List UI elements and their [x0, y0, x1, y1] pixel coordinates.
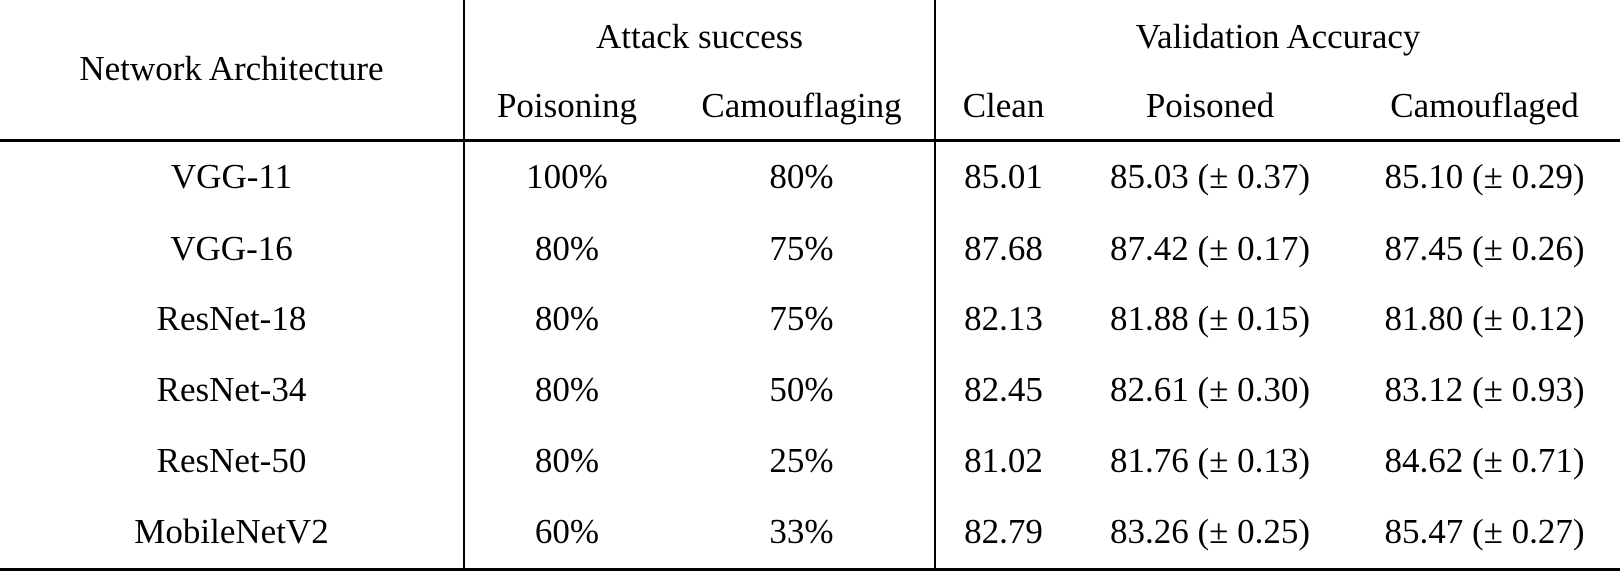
cell-camouflaged-accuracy: 85.10 (± 0.29) [1384, 157, 1585, 197]
cell-poisoning-success: 80% [534, 299, 600, 339]
cell-camouflaging-success: 75% [669, 213, 937, 285]
cell-clean-accuracy: 81.02 [964, 440, 1043, 480]
column-header-clean: Clean [935, 74, 1072, 142]
cell-poisoned-accuracy: 81.88 (± 0.15) [1110, 299, 1311, 339]
sub-header-row: Poisoning Camouflaging Clean Poisoned Ca… [0, 74, 1620, 142]
table-row-vgg-11: VGG-11 100% 80% 85.01 85.03 (± 0.37) 85.… [0, 140, 1620, 214]
group-header-attack-success: Attack success [464, 0, 937, 74]
cell-camouflaged-accuracy: 83.12 (± 0.93) [1384, 370, 1585, 410]
cell-architecture: VGG-11 [0, 140, 465, 214]
cell-camouflaging-success: 80% [669, 140, 937, 214]
cell-clean-accuracy: 82.45 [964, 370, 1043, 410]
cell-poisoning-success: 80% [534, 370, 600, 410]
table-row-resnet-34: ResNet-34 80% 50% 82.45 82.61 (± 0.30) 8… [0, 354, 1620, 426]
group-header-validation-accuracy: Validation Accuracy [1135, 17, 1421, 56]
group-header-row: Network Architecture Attack success Vali… [0, 0, 1620, 142]
cell-clean-accuracy: 82.79 [964, 512, 1043, 552]
cell-clean-accuracy: 87.68 [964, 228, 1043, 268]
table-row-resnet-50: ResNet-50 80% 25% 81.02 81.76 (± 0.13) 8… [0, 425, 1620, 497]
cell-poisoning-success: 80% [534, 228, 600, 268]
cell-architecture: ResNet-50 [0, 425, 465, 497]
cell-camouflaged-accuracy: 81.80 (± 0.12) [1384, 299, 1585, 339]
cell-architecture: MobileNetV2 [0, 496, 465, 570]
column-header-poisoned: Poisoned [1071, 74, 1350, 142]
cell-poisoning-success: 100% [526, 157, 608, 197]
cell-poisoned-accuracy: 87.42 (± 0.17) [1110, 228, 1311, 268]
cell-clean-accuracy: 85.01 [964, 157, 1043, 197]
cell-poisoned-accuracy: 82.61 (± 0.30) [1110, 370, 1311, 410]
cell-poisoned-accuracy: 83.26 (± 0.25) [1110, 512, 1311, 552]
table-header: Network Architecture Attack success Vali… [0, 0, 1620, 142]
cell-architecture: VGG-16 [0, 213, 465, 285]
cell-camouflaging-success: 33% [669, 496, 937, 570]
column-header-poisoning: Poisoning [464, 74, 669, 142]
cell-poisoned-accuracy: 85.03 (± 0.37) [1110, 157, 1311, 197]
cell-camouflaged-accuracy: 85.47 (± 0.27) [1384, 512, 1585, 552]
table-row-resnet-18: ResNet-18 80% 75% 82.13 81.88 (± 0.15) 8… [0, 284, 1620, 355]
cell-architecture: ResNet-34 [0, 354, 465, 426]
cell-poisoned-accuracy: 81.76 (± 0.13) [1110, 440, 1311, 480]
table-row-vgg-16: VGG-16 80% 75% 87.68 87.42 (± 0.17) 87.4… [0, 213, 1620, 285]
cell-architecture: ResNet-18 [0, 284, 465, 355]
table-body: VGG-11 100% 80% 85.01 85.03 (± 0.37) 85.… [0, 140, 1620, 570]
cell-poisoning-success: 80% [534, 440, 600, 480]
table-row-mobilenetv2: MobileNetV2 60% 33% 82.79 83.26 (± 0.25)… [0, 496, 1620, 570]
cell-camouflaging-success: 25% [669, 425, 937, 497]
column-header-camouflaged: Camouflaged [1349, 74, 1620, 142]
cell-camouflaged-accuracy: 87.45 (± 0.26) [1384, 228, 1585, 268]
cell-poisoning-success: 60% [534, 512, 600, 552]
cell-camouflaging-success: 75% [669, 284, 937, 355]
cell-camouflaged-accuracy: 84.62 (± 0.71) [1384, 440, 1585, 480]
cell-clean-accuracy: 82.13 [964, 299, 1043, 339]
column-header-camouflaging: Camouflaging [669, 74, 937, 142]
column-header-network-architecture: Network Architecture [0, 0, 465, 142]
cell-camouflaging-success: 50% [669, 354, 937, 426]
